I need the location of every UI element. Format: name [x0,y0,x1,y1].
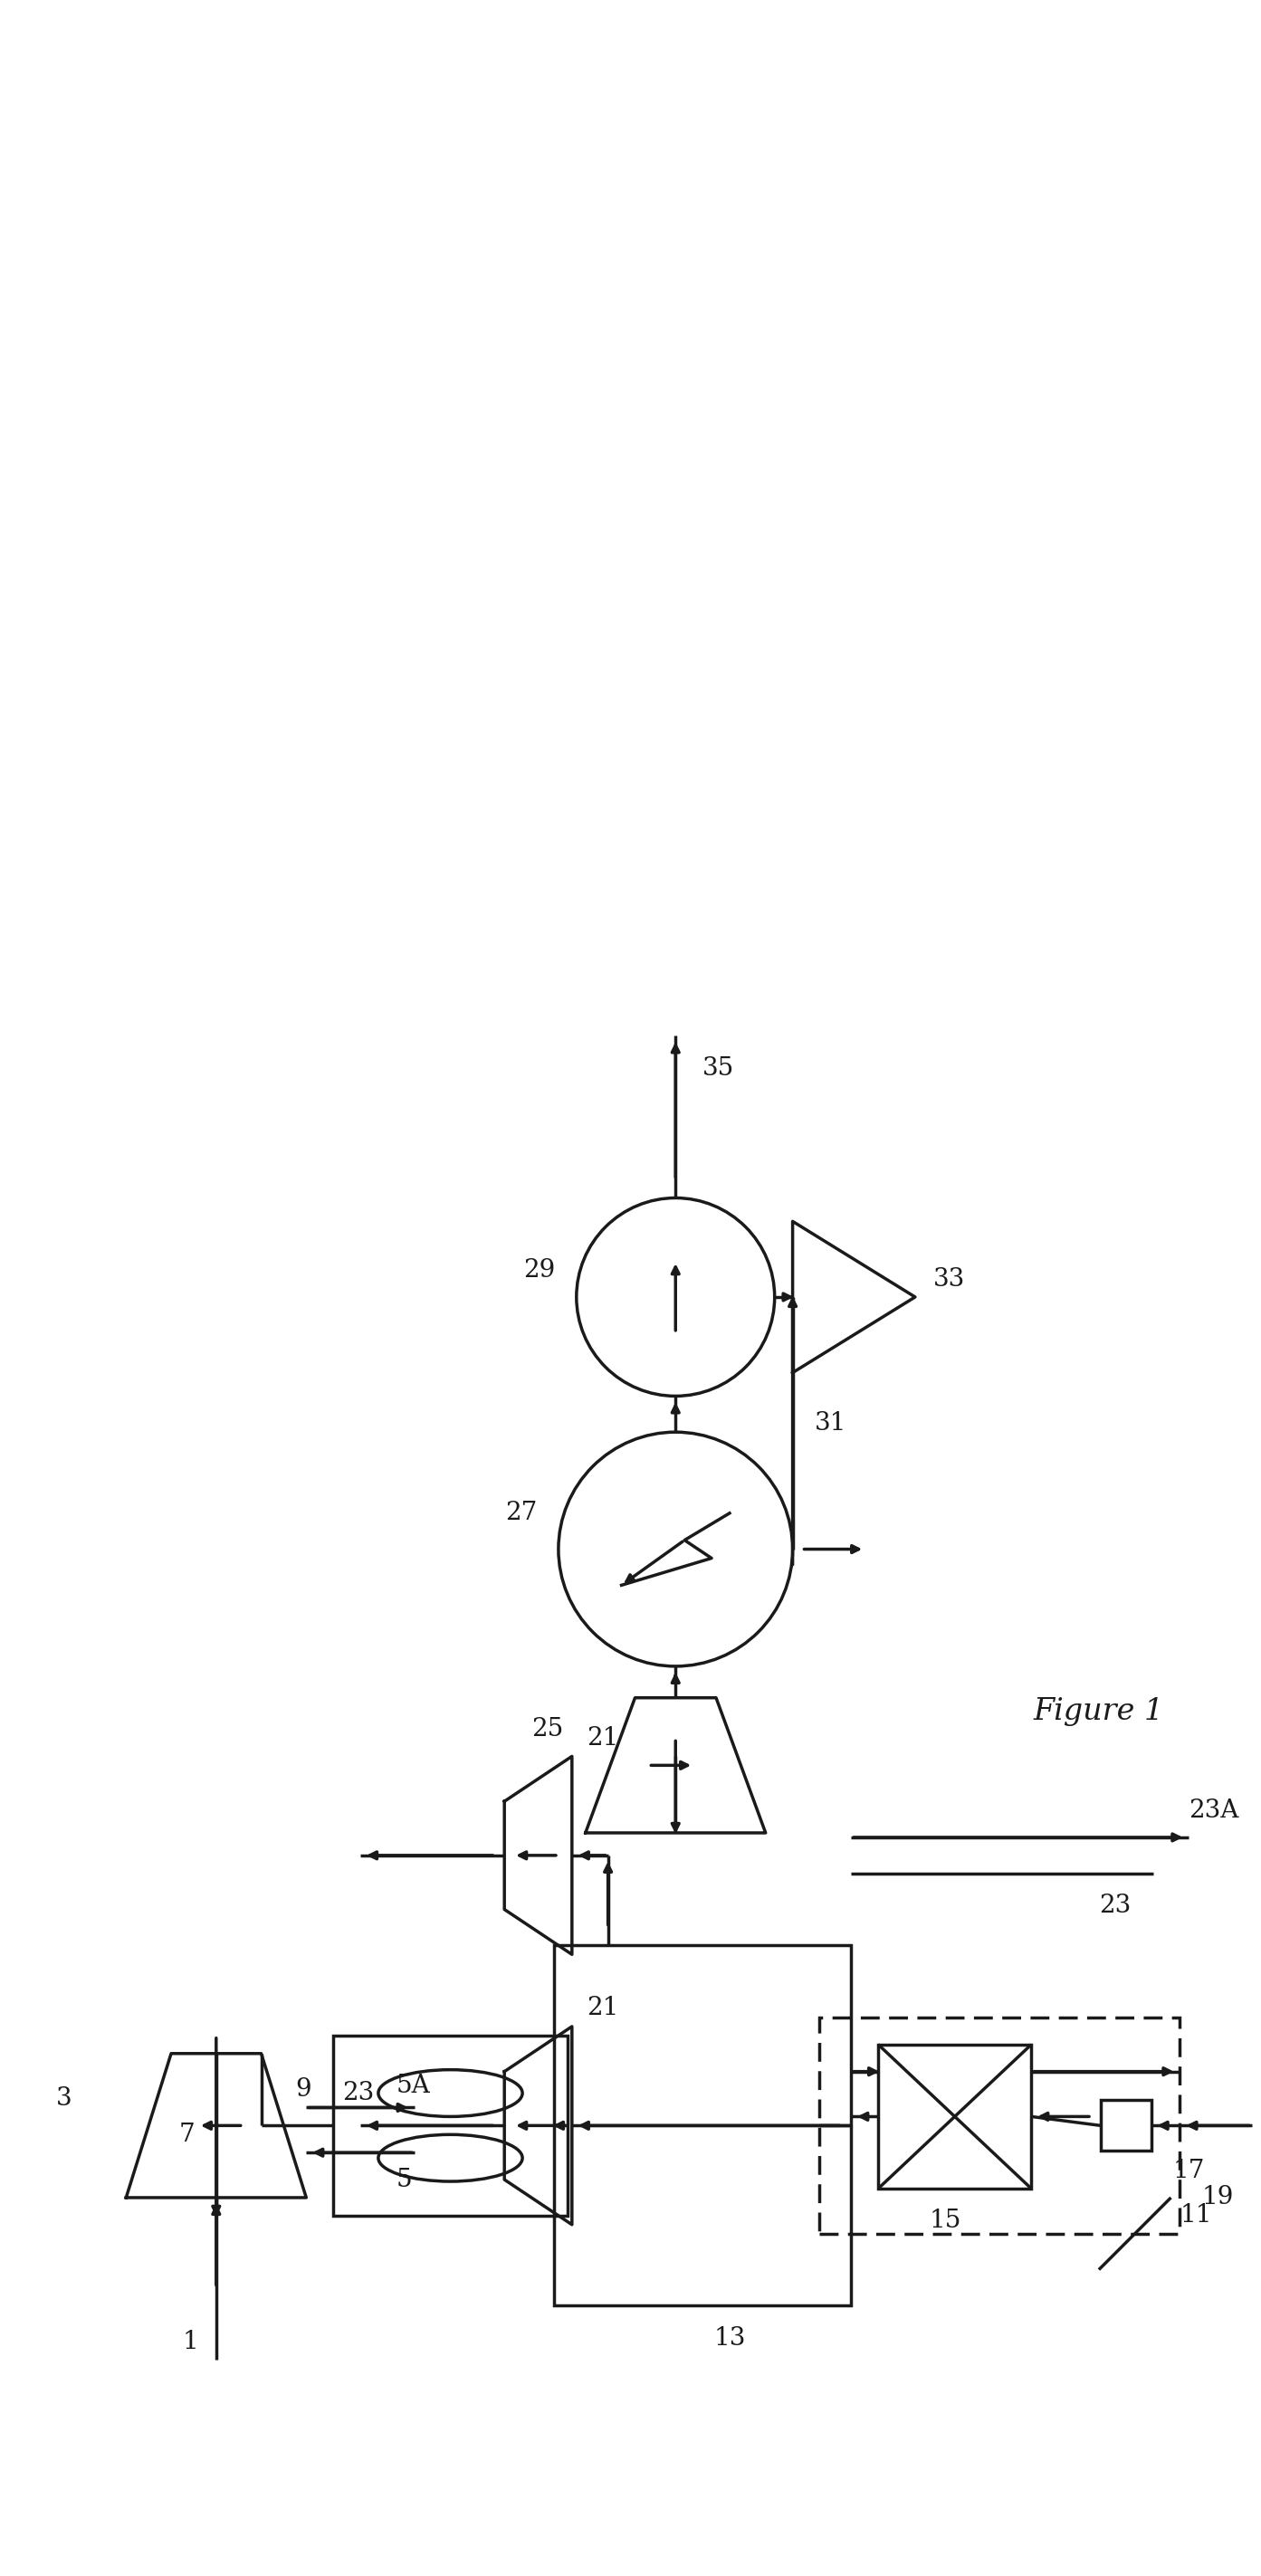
Text: 33: 33 [933,1267,965,1291]
Text: 19: 19 [1202,2184,1233,2210]
Text: 5: 5 [396,2166,412,2192]
Text: 31: 31 [815,1412,846,1435]
Bar [820,2017,1180,2233]
Text: 21: 21 [586,1726,618,1752]
Text: 11: 11 [1180,2202,1212,2228]
Text: 35: 35 [702,1056,734,1079]
Text: 15: 15 [929,2208,962,2233]
Bar [554,1945,851,2306]
Text: 23: 23 [1098,1893,1131,1919]
Text: 29: 29 [523,1257,555,1283]
Text: 27: 27 [504,1502,537,1525]
Text: 23A: 23A [1189,1798,1240,1824]
Text: 23: 23 [342,2081,375,2105]
Text: 3: 3 [55,2087,72,2110]
Text: 13: 13 [714,2326,745,2349]
Bar [878,2045,1031,2190]
Bar [1101,2099,1151,2151]
Text: 9: 9 [295,2076,311,2102]
Text: 21: 21 [586,1996,618,2020]
Text: Figure 1: Figure 1 [1034,1698,1164,1726]
Bar [333,2035,567,2215]
Text: 25: 25 [532,1718,564,1741]
Text: 1: 1 [182,2329,198,2354]
Text: 5A: 5A [396,2074,430,2099]
Text: 17: 17 [1173,2159,1204,2182]
Text: 7: 7 [179,2123,194,2146]
